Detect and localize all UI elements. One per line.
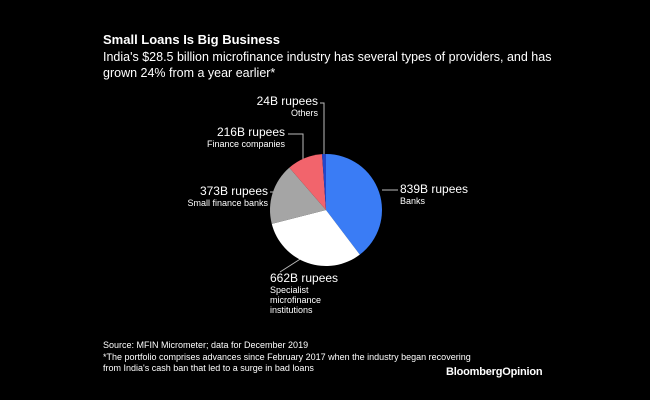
slice-label: 216B rupees Finance companies: [185, 125, 285, 150]
leader-line: [288, 133, 304, 160]
pie-slice: [289, 154, 326, 210]
value-label: 662B rupees: [270, 271, 339, 285]
category-label: Banks: [400, 196, 426, 206]
value-label: 24B rupees: [256, 94, 318, 108]
value-label: 373B rupees: [199, 184, 268, 198]
slice-label: 24B rupees Others: [218, 94, 318, 119]
slice-label: 839B rupees Banks: [400, 182, 520, 207]
slice-label: 373B rupees Small finance banks: [168, 184, 268, 209]
chart-title: Small Loans Is Big Business: [103, 32, 280, 47]
chart-subtitle: India's $28.5 billion microfinance indus…: [103, 50, 552, 80]
pie-slice: [326, 154, 383, 255]
value-label: 839B rupees: [400, 182, 469, 196]
source: Source: MFIN Micrometer; data for Decemb…: [103, 340, 309, 350]
value-label: 216B rupees: [216, 125, 285, 139]
leader-line: [320, 102, 325, 155]
category-label: Small finance banks: [187, 198, 268, 208]
category-label: Others: [290, 108, 318, 118]
brand: BloombergOpinion: [446, 366, 543, 378]
category-label: Specialist microfinance institutions: [270, 285, 322, 315]
category-label: Finance companies: [206, 139, 285, 149]
footnote: *The portfolio comprises advances since …: [103, 352, 471, 373]
pie-slice: [271, 210, 360, 267]
slice-label: 662B rupees Specialist microfinance insti…: [270, 271, 350, 316]
pie-slice: [322, 154, 326, 210]
pie-slice: [270, 167, 326, 224]
